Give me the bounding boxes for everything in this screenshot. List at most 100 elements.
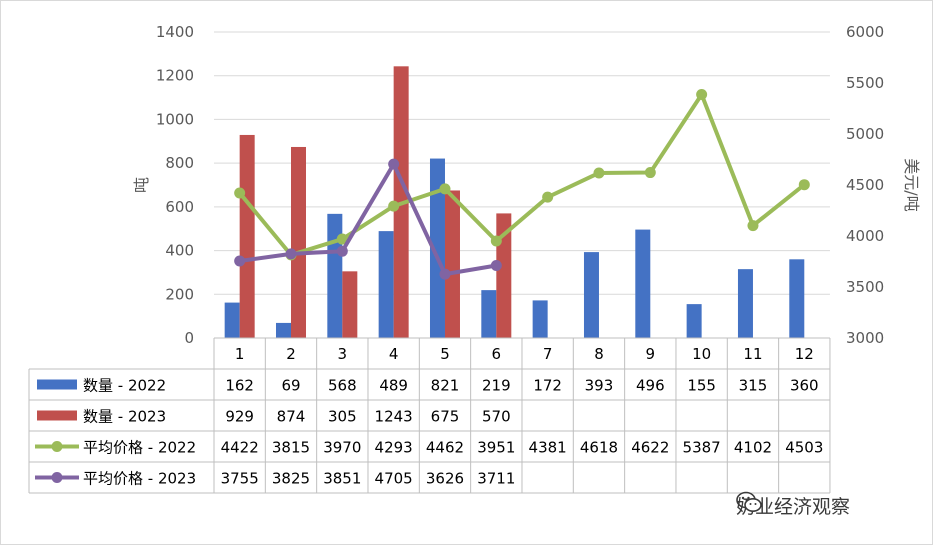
bar-1-9 bbox=[635, 229, 651, 338]
data-label: 3711 bbox=[477, 470, 515, 488]
line-point bbox=[388, 158, 400, 170]
data-label: 496 bbox=[636, 377, 665, 395]
data-label: 3825 bbox=[272, 470, 310, 488]
data-label: 360 bbox=[790, 377, 819, 395]
line-point bbox=[439, 183, 451, 195]
bar-1-1 bbox=[224, 302, 240, 338]
line-point bbox=[798, 179, 810, 191]
data-label: 3815 bbox=[272, 439, 310, 457]
legend-key-bar bbox=[37, 379, 77, 390]
y2-tick-label: 5000 bbox=[846, 125, 884, 143]
line-point bbox=[336, 233, 348, 245]
y2-tick-label: 3500 bbox=[846, 278, 884, 296]
data-label: 4503 bbox=[785, 439, 823, 457]
data-label: 3755 bbox=[221, 470, 259, 488]
wechat-icon bbox=[736, 491, 762, 512]
bar-1-2 bbox=[275, 322, 291, 338]
bar-1-4 bbox=[378, 231, 394, 338]
data-label: 821 bbox=[431, 377, 460, 395]
line-point bbox=[593, 167, 605, 179]
x-tick-label: 6 bbox=[492, 345, 502, 363]
x-tick-label: 4 bbox=[389, 345, 399, 363]
legend-label: 数量 - 2023 bbox=[83, 408, 166, 426]
x-tick-label: 11 bbox=[743, 345, 762, 363]
data-label: 3970 bbox=[323, 439, 361, 457]
legend-label: 平均价格 - 2023 bbox=[83, 470, 196, 488]
bar-1-7 bbox=[532, 300, 548, 338]
line-point bbox=[439, 268, 451, 280]
y2-tick-label: 4000 bbox=[846, 227, 884, 245]
legend-key-bar bbox=[37, 410, 77, 421]
legend-label: 平均价格 - 2022 bbox=[83, 439, 196, 457]
line-point bbox=[234, 255, 246, 267]
bar-1-5 bbox=[429, 158, 445, 338]
line-point bbox=[696, 89, 708, 101]
line-series-2 bbox=[239, 162, 497, 277]
watermark-text: 奶业经济观察 bbox=[736, 495, 851, 518]
data-label: 4381 bbox=[529, 439, 567, 457]
x-tick-label: 12 bbox=[795, 345, 814, 363]
y2-tick-label: 3000 bbox=[846, 329, 884, 347]
data-label: 393 bbox=[585, 377, 614, 395]
bar-2-2 bbox=[290, 146, 306, 338]
data-label: 4422 bbox=[221, 439, 259, 457]
data-label: 4462 bbox=[426, 439, 464, 457]
legend-label: 数量 - 2022 bbox=[83, 377, 166, 395]
data-label: 489 bbox=[379, 377, 408, 395]
legend-key-marker bbox=[51, 472, 63, 483]
y2-axis-title: 美元/吨 bbox=[902, 158, 921, 211]
bar-1-10 bbox=[686, 304, 702, 338]
x-tick-label: 3 bbox=[338, 345, 348, 363]
data-label: 219 bbox=[482, 377, 511, 395]
y-axis-title: 吨 bbox=[132, 177, 151, 193]
data-label: 3851 bbox=[323, 470, 361, 488]
x-tick-label: 9 bbox=[646, 345, 656, 363]
line-point bbox=[234, 187, 246, 199]
data-label: 5387 bbox=[683, 439, 721, 457]
data-label: 4622 bbox=[631, 439, 669, 457]
data-label: 4293 bbox=[375, 439, 413, 457]
data-label: 3626 bbox=[426, 470, 464, 488]
data-label: 315 bbox=[739, 377, 768, 395]
data-label: 305 bbox=[328, 408, 357, 426]
data-label: 874 bbox=[277, 408, 306, 426]
y2-tick-label: 6000 bbox=[846, 23, 884, 41]
y-tick-label: 1000 bbox=[156, 110, 194, 128]
line-point bbox=[490, 259, 502, 271]
bar-1-6 bbox=[481, 290, 497, 338]
data-label: 3951 bbox=[477, 439, 515, 457]
bar-1-3 bbox=[327, 213, 343, 338]
data-label: 929 bbox=[225, 408, 254, 426]
x-tick-label: 1 bbox=[235, 345, 245, 363]
line-point bbox=[336, 245, 348, 257]
x-tick-label: 7 bbox=[543, 345, 553, 363]
data-label: 4102 bbox=[734, 439, 772, 457]
line-point bbox=[285, 248, 297, 260]
data-label: 675 bbox=[431, 408, 460, 426]
bar-1-11 bbox=[737, 269, 753, 338]
y-tick-label: 0 bbox=[184, 329, 194, 347]
y-tick-label: 400 bbox=[165, 242, 194, 260]
legend-key-marker bbox=[51, 441, 63, 452]
data-label: 568 bbox=[328, 377, 357, 395]
data-label: 172 bbox=[533, 377, 562, 395]
y-tick-label: 1400 bbox=[156, 23, 194, 41]
x-tick-label: 5 bbox=[440, 345, 450, 363]
data-label: 4618 bbox=[580, 439, 618, 457]
bar-1-8 bbox=[583, 252, 599, 338]
y-tick-label: 800 bbox=[165, 154, 194, 172]
y2-tick-label: 5500 bbox=[846, 74, 884, 92]
line-point bbox=[644, 167, 656, 179]
y-tick-label: 1200 bbox=[156, 67, 194, 85]
x-tick-label: 2 bbox=[286, 345, 296, 363]
bar-2-5 bbox=[444, 190, 460, 338]
bar-1-12 bbox=[789, 259, 805, 338]
y2-tick-label: 4500 bbox=[846, 176, 884, 194]
data-label: 570 bbox=[482, 408, 511, 426]
x-tick-label: 10 bbox=[692, 345, 711, 363]
data-label: 4705 bbox=[375, 470, 413, 488]
line-point bbox=[388, 200, 400, 212]
line-point bbox=[542, 191, 554, 203]
y-tick-label: 600 bbox=[165, 198, 194, 216]
